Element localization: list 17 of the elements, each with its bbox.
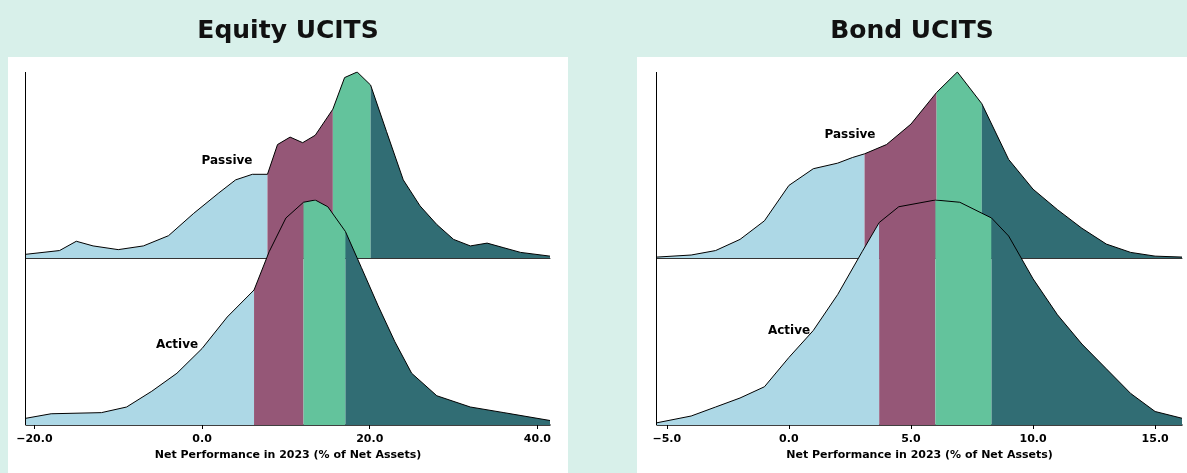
x-axis-title: Net Performance in 2023 (% of Net Assets) bbox=[154, 447, 422, 461]
annotation: Active bbox=[155, 337, 199, 351]
chart-title: Equity UCITS bbox=[197, 15, 379, 44]
annotation: Passive bbox=[824, 127, 876, 141]
annotation: Active bbox=[767, 323, 811, 337]
x-tick-label: −5.0 bbox=[652, 432, 682, 445]
x-tick-label: 5.0 bbox=[901, 432, 922, 445]
annotation: Passive bbox=[201, 153, 253, 167]
x-tick-label: 40.0 bbox=[523, 432, 552, 445]
x-tick-label: 10.0 bbox=[1019, 432, 1047, 445]
chart-title: Bond UCITS bbox=[830, 15, 994, 44]
x-axis-title: Net Performance in 2023 (% of Net Assets) bbox=[786, 447, 1053, 461]
x-tick-label: −20.0 bbox=[16, 432, 53, 445]
x-tick-label: 0.0 bbox=[779, 432, 799, 445]
x-tick-label: 20.0 bbox=[356, 432, 384, 445]
x-tick-label: 15.0 bbox=[1141, 432, 1170, 445]
x-tick-label: 0.0 bbox=[192, 432, 213, 445]
